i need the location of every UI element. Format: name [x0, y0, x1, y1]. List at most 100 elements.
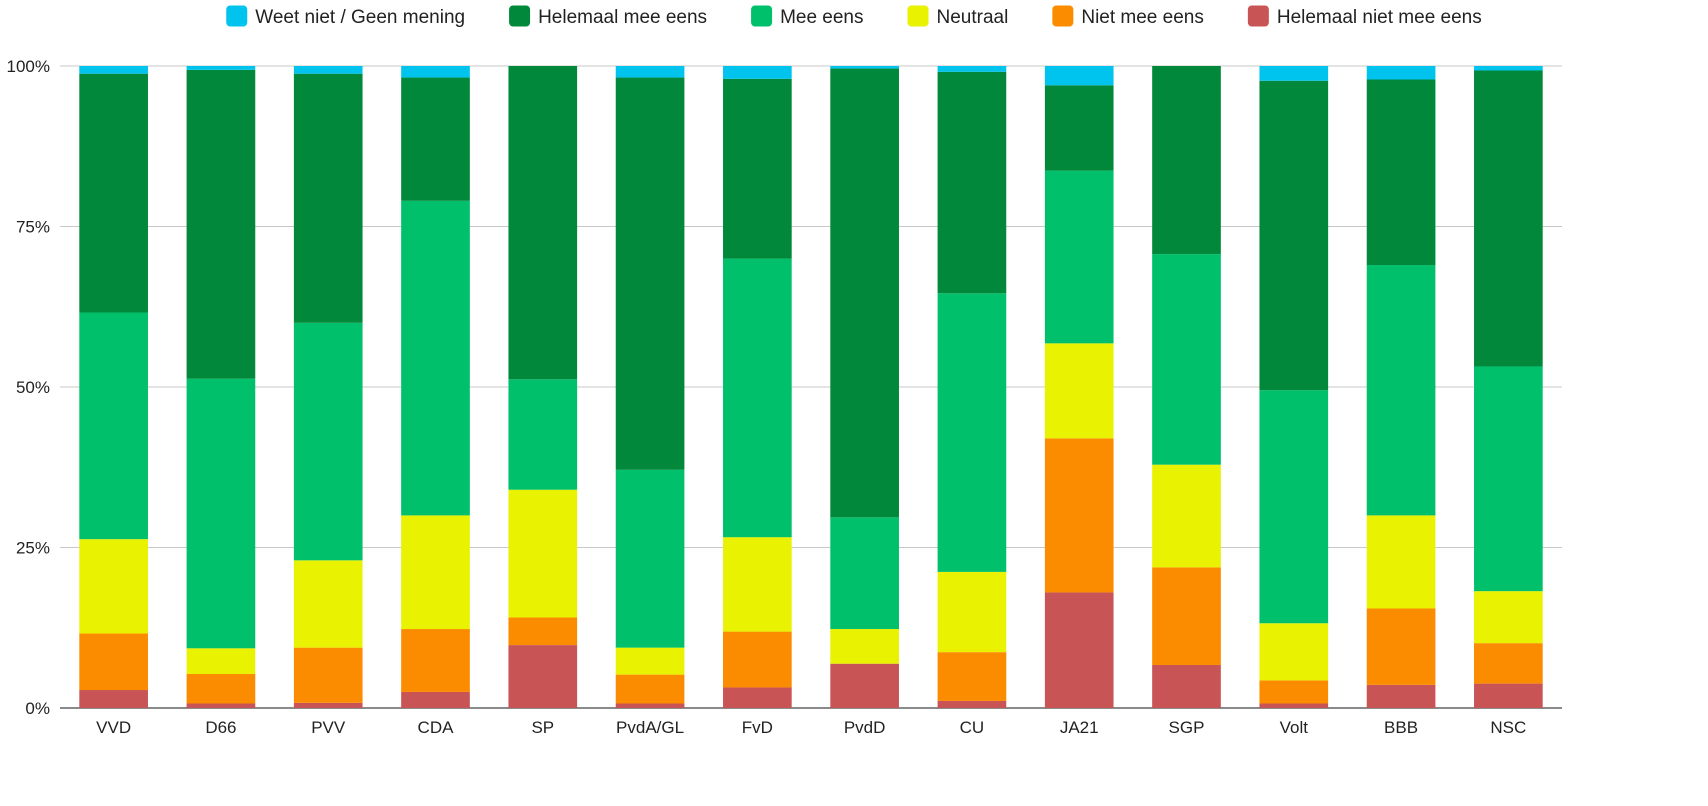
- bar-segment-mee-eens: [401, 200, 470, 516]
- bar-segment-weet-niet-geen-mening: [1044, 66, 1114, 86]
- x-tick-label: NSC: [1490, 718, 1526, 737]
- bar-segment-neutraal: [1152, 464, 1221, 568]
- x-tick-label: CU: [960, 718, 985, 737]
- legend-label-niet-mee-eens: Niet mee eens: [1081, 7, 1204, 28]
- legend-swatch-mee-eens: [751, 5, 773, 27]
- bar-segment-neutraal: [186, 648, 256, 674]
- bar-segment-niet-mee-eens: [1259, 680, 1329, 704]
- bar-segment-weet-niet-geen-mening: [1474, 66, 1543, 71]
- bar-segment-weet-niet-geen-mening: [79, 66, 148, 74]
- bar-segment-helemaal-mee-eens: [1152, 66, 1221, 255]
- bar-segment-helemaal-mee-eens: [79, 73, 148, 313]
- bar-segment-niet-mee-eens: [186, 673, 256, 704]
- x-tick-label: VVD: [96, 718, 131, 737]
- bar-segment-helemaal-niet-mee-eens: [1259, 703, 1329, 708]
- bar-segment-helemaal-mee-eens: [186, 69, 256, 379]
- bar-segment-mee-eens: [79, 312, 148, 540]
- bar-segment-neutraal: [293, 560, 363, 648]
- bar-segment-niet-mee-eens: [615, 674, 685, 704]
- x-tick-label: PvdA/GL: [616, 718, 684, 737]
- bar-segment-helemaal-mee-eens: [723, 78, 792, 259]
- bar-segment-weet-niet-geen-mening: [615, 66, 685, 78]
- legend-swatch-niet-mee-eens: [1052, 5, 1074, 27]
- bar-segment-weet-niet-geen-mening: [723, 66, 792, 79]
- y-tick-label: 25%: [16, 539, 50, 558]
- bar-segment-niet-mee-eens: [723, 631, 792, 688]
- bar-segment-neutraal: [401, 515, 470, 630]
- bar-segment-niet-mee-eens: [1474, 643, 1543, 684]
- bar-segment-niet-mee-eens: [508, 617, 578, 646]
- bar-segment-neutraal: [79, 539, 148, 634]
- bar-segment-helemaal-mee-eens: [293, 73, 363, 323]
- bar-segment-neutraal: [615, 647, 685, 675]
- bar-segment-niet-mee-eens: [1152, 567, 1221, 665]
- y-tick-label: 75%: [16, 218, 50, 237]
- bar-segment-mee-eens: [293, 322, 363, 561]
- bar-segment-niet-mee-eens: [1366, 608, 1436, 685]
- bar-segment-weet-niet-geen-mening: [937, 66, 1007, 72]
- x-tick-label: D66: [205, 718, 236, 737]
- x-tick-label: PvdD: [844, 718, 886, 737]
- bar-segment-helemaal-mee-eens: [1259, 80, 1329, 391]
- bar-segment-helemaal-mee-eens: [401, 77, 470, 201]
- bar-segment-neutraal: [1259, 623, 1329, 681]
- bar-segment-helemaal-mee-eens: [1366, 79, 1436, 266]
- y-tick-label: 100%: [7, 57, 50, 76]
- bar-segment-mee-eens: [186, 378, 256, 649]
- bar-segment-mee-eens: [1259, 390, 1329, 624]
- bar-segment-mee-eens: [830, 517, 899, 630]
- x-tick-label: BBB: [1384, 718, 1418, 737]
- bar-segment-mee-eens: [723, 258, 792, 538]
- bar-segment-helemaal-niet-mee-eens: [79, 690, 148, 708]
- legend-label-mee-eens: Mee eens: [780, 7, 863, 28]
- y-tick-label: 0%: [25, 699, 50, 718]
- x-tick-label: CDA: [418, 718, 455, 737]
- legend-label-neutraal: Neutraal: [937, 7, 1009, 28]
- bar-segment-neutraal: [1044, 343, 1114, 439]
- x-tick-label: PVV: [311, 718, 346, 737]
- legend-label-helemaal-mee-eens: Helemaal mee eens: [538, 7, 707, 28]
- bar-segment-helemaal-mee-eens: [937, 71, 1007, 294]
- bar-segment-helemaal-mee-eens: [830, 68, 899, 518]
- legend-label-helemaal-niet-mee-eens: Helemaal niet mee eens: [1277, 7, 1482, 28]
- bar-segment-niet-mee-eens: [401, 629, 470, 692]
- bar-segment-niet-mee-eens: [79, 633, 148, 691]
- bar-segment-weet-niet-geen-mening: [1259, 66, 1329, 81]
- bar-segment-weet-niet-geen-mening: [401, 66, 470, 78]
- bar-segment-helemaal-niet-mee-eens: [293, 702, 363, 708]
- bar-segment-mee-eens: [615, 469, 685, 648]
- bar-segment-helemaal-niet-mee-eens: [937, 700, 1007, 708]
- bar-segment-helemaal-niet-mee-eens: [615, 703, 685, 708]
- bar-segment-helemaal-niet-mee-eens: [830, 663, 899, 708]
- x-tick-label: JA21: [1060, 718, 1099, 737]
- bar-segment-helemaal-niet-mee-eens: [1152, 664, 1221, 708]
- bar-segment-mee-eens: [1152, 254, 1221, 465]
- bar-segment-helemaal-niet-mee-eens: [1044, 592, 1114, 708]
- bar-segment-mee-eens: [937, 293, 1007, 572]
- legend-swatch-weet-niet-geen-mening: [226, 5, 248, 27]
- bar-segment-weet-niet-geen-mening: [186, 66, 256, 70]
- bar-segment-helemaal-niet-mee-eens: [508, 645, 578, 708]
- bar-segment-helemaal-mee-eens: [508, 66, 578, 380]
- x-tick-label: Volt: [1280, 718, 1309, 737]
- bar-segment-helemaal-niet-mee-eens: [1474, 683, 1543, 708]
- bar-segment-niet-mee-eens: [293, 647, 363, 703]
- bar-segment-neutraal: [937, 571, 1007, 653]
- bar-segment-helemaal-mee-eens: [615, 77, 685, 470]
- legend-swatch-helemaal-niet-mee-eens: [1247, 5, 1269, 27]
- bar-segment-mee-eens: [508, 379, 578, 490]
- bar-segment-neutraal: [1474, 591, 1543, 644]
- bar-segment-helemaal-niet-mee-eens: [1366, 684, 1436, 708]
- bar-segment-neutraal: [508, 489, 578, 618]
- legend-swatch-neutraal: [907, 5, 929, 27]
- bar-segment-neutraal: [830, 629, 899, 664]
- bar-segment-helemaal-niet-mee-eens: [401, 691, 470, 708]
- bar-segment-mee-eens: [1044, 170, 1114, 344]
- legend-swatch-helemaal-mee-eens: [509, 5, 531, 27]
- bar-segment-mee-eens: [1366, 265, 1436, 516]
- bar-segment-neutraal: [723, 537, 792, 632]
- bar-segment-helemaal-niet-mee-eens: [723, 687, 792, 708]
- bar-segment-neutraal: [1366, 515, 1436, 609]
